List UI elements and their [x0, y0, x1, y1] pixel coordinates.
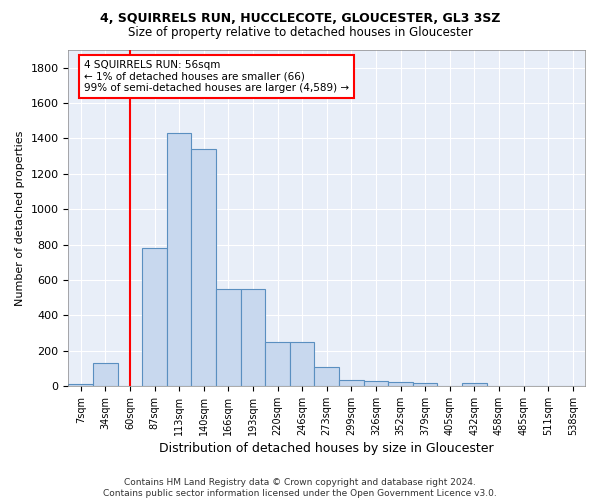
- Bar: [167, 133, 191, 386]
- Bar: [93, 363, 118, 386]
- Bar: [68, 384, 93, 386]
- Bar: [364, 380, 388, 386]
- Y-axis label: Number of detached properties: Number of detached properties: [15, 130, 25, 306]
- Text: 4 SQUIRRELS RUN: 56sqm
← 1% of detached houses are smaller (66)
99% of semi-deta: 4 SQUIRRELS RUN: 56sqm ← 1% of detached …: [84, 60, 349, 94]
- Bar: [462, 384, 487, 386]
- Bar: [290, 342, 314, 386]
- Text: 4, SQUIRRELS RUN, HUCCLECOTE, GLOUCESTER, GL3 3SZ: 4, SQUIRRELS RUN, HUCCLECOTE, GLOUCESTER…: [100, 12, 500, 26]
- Text: Contains HM Land Registry data © Crown copyright and database right 2024.
Contai: Contains HM Land Registry data © Crown c…: [103, 478, 497, 498]
- Bar: [142, 248, 167, 386]
- Bar: [388, 382, 413, 386]
- Bar: [241, 288, 265, 386]
- Bar: [265, 342, 290, 386]
- Bar: [191, 149, 216, 386]
- X-axis label: Distribution of detached houses by size in Gloucester: Distribution of detached houses by size …: [160, 442, 494, 455]
- Bar: [339, 380, 364, 386]
- Bar: [216, 288, 241, 386]
- Bar: [314, 366, 339, 386]
- Text: Size of property relative to detached houses in Gloucester: Size of property relative to detached ho…: [128, 26, 473, 39]
- Bar: [413, 384, 437, 386]
